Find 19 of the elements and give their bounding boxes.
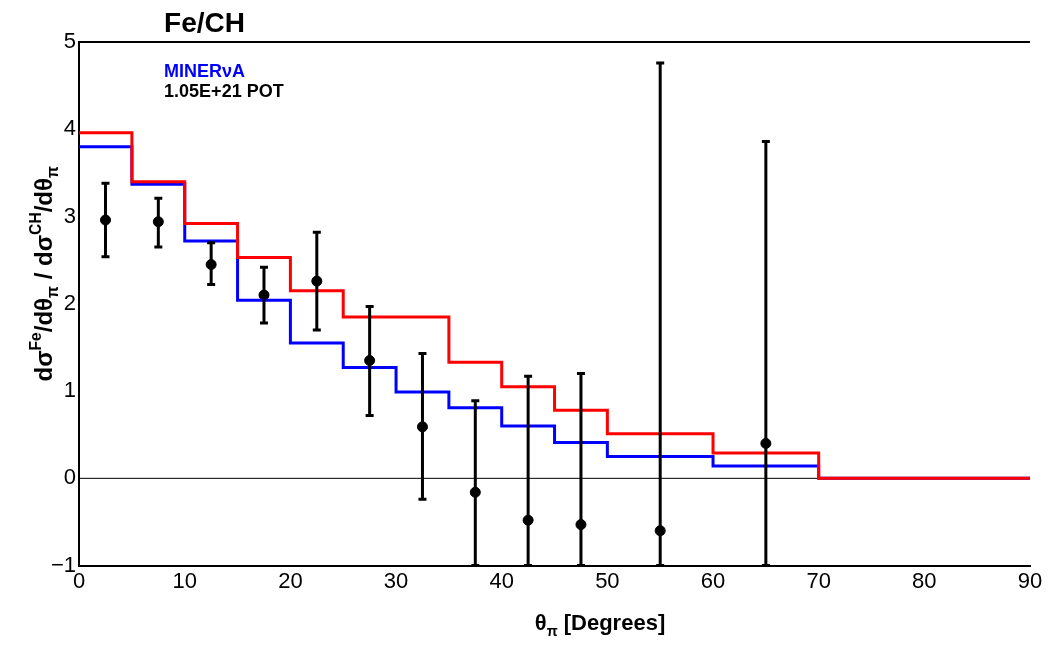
x-tick-label: 40 bbox=[489, 567, 514, 593]
x-tick-label: 80 bbox=[912, 567, 937, 593]
y-tick-label: 2 bbox=[63, 289, 77, 315]
y-tick-label: 3 bbox=[63, 202, 77, 228]
x-tick-label: 10 bbox=[172, 567, 197, 593]
x-tick-label: 70 bbox=[806, 567, 831, 593]
x-tick-label: 50 bbox=[595, 567, 620, 593]
y-axis-title: dσFe/dθπ / dσCH/dθπ bbox=[27, 166, 61, 382]
x-tick-label: 60 bbox=[700, 567, 726, 593]
y-tick-label: 1 bbox=[63, 377, 77, 403]
annotation: MINERνA bbox=[164, 61, 246, 81]
chart-title: Fe/CH bbox=[164, 7, 245, 38]
annotation: 1.05E+21 POT bbox=[164, 81, 284, 101]
x-tick-label: 30 bbox=[383, 567, 409, 593]
x-tick-label: 20 bbox=[278, 567, 303, 593]
y-tick-label: 5 bbox=[63, 28, 77, 54]
y-tick-label: 0 bbox=[63, 464, 77, 490]
y-tick-label: 4 bbox=[63, 115, 77, 141]
x-tick-label: 90 bbox=[1017, 567, 1043, 593]
